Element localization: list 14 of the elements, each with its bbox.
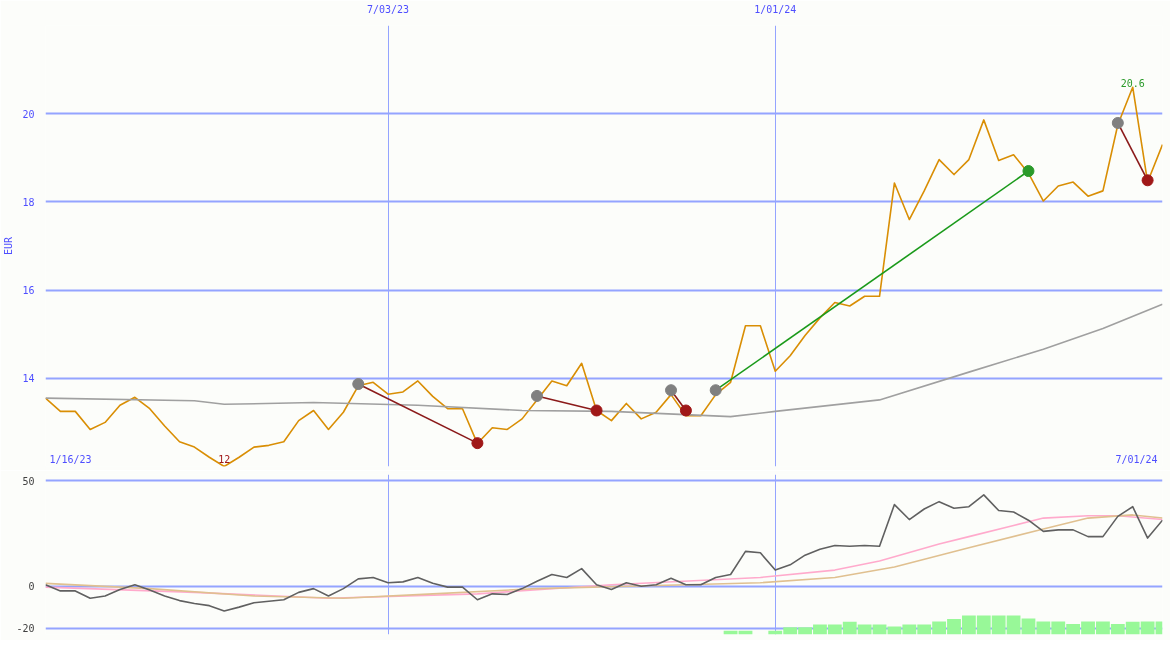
y-tick-label: 14 [22, 373, 35, 385]
y-tick-label: 0 [28, 581, 35, 593]
y-tick-label: 18 [22, 196, 35, 208]
x-tick-label: 1/01/24 [754, 3, 797, 15]
annotation: 1/16/23 [49, 453, 92, 465]
annotation: 12 [218, 453, 231, 465]
y-tick-label: 20 [22, 108, 35, 120]
y-axis-title: EUR [3, 235, 15, 256]
y-tick-label: 16 [22, 285, 35, 297]
y-tick-label: -20 [16, 623, 35, 635]
annotation: 20.6 [1120, 78, 1145, 90]
x-tick-label: 7/03/23 [366, 3, 410, 15]
y-tick-label: 50 [22, 475, 35, 487]
annotation: 7/01/24 [1115, 453, 1158, 465]
